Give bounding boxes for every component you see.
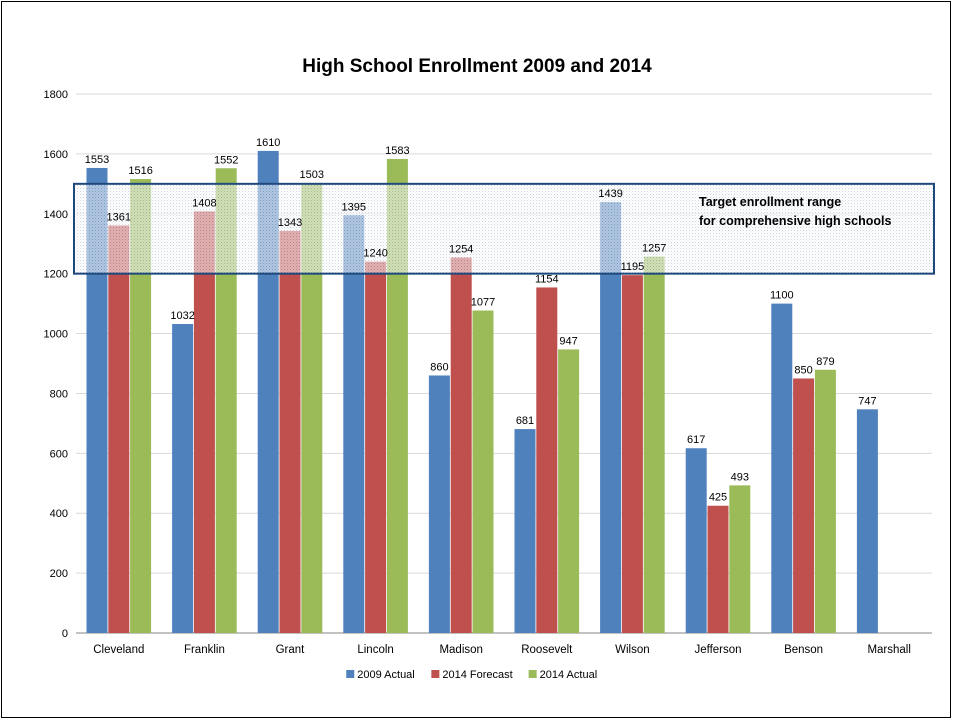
- bar: [343, 215, 365, 633]
- y-axis: 0 200 400 600 800 1000 1200 1400 1600 1800: [44, 89, 68, 640]
- data-label: 850: [794, 364, 812, 376]
- x-tick-label: Marshall: [867, 644, 910, 656]
- x-tick-label: Cleveland: [93, 644, 144, 656]
- y-tick-label: 600: [50, 448, 68, 460]
- y-tick-label: 1000: [44, 329, 68, 341]
- bar: [130, 179, 152, 633]
- data-label: 1553: [85, 154, 109, 166]
- chart-title: High School Enrollment 2009 and 2014: [302, 56, 652, 77]
- bar: [793, 378, 815, 633]
- bar: [428, 375, 450, 633]
- data-label: 425: [709, 492, 727, 504]
- data-label: 1100: [770, 290, 794, 302]
- bar: [514, 429, 536, 633]
- data-label: 1343: [278, 217, 302, 229]
- bar: [558, 349, 580, 633]
- legend-swatch: [528, 670, 537, 678]
- x-tick-label: Wilson: [615, 644, 650, 656]
- data-label: 617: [687, 434, 705, 446]
- data-label: 1032: [170, 310, 194, 322]
- x-tick-label: Lincoln: [357, 644, 393, 656]
- bar: [729, 485, 751, 633]
- bar: [472, 310, 494, 633]
- bar: [365, 261, 387, 633]
- x-axis: Cleveland Franklin Grant Lincoln Madison Roos…: [93, 644, 911, 656]
- data-label: 1154: [535, 273, 559, 285]
- data-label: 1552: [214, 154, 238, 166]
- bar: [86, 167, 108, 634]
- bar: [108, 225, 130, 633]
- target-range-label: Target enrollment range: [699, 195, 841, 209]
- legend-entry: 2009 Actual: [357, 669, 415, 681]
- data-label: 1395: [342, 201, 366, 213]
- y-tick-label: 1200: [44, 269, 68, 281]
- data-label: 1408: [192, 197, 216, 209]
- data-label: 1195: [621, 261, 645, 273]
- y-tick-label: 800: [50, 388, 68, 400]
- target-range-box: [73, 182, 935, 275]
- data-label: 947: [559, 335, 577, 347]
- bar: [215, 168, 237, 634]
- x-tick-label: Jefferson: [694, 644, 741, 656]
- x-tick-label: Roosevelt: [521, 644, 573, 656]
- y-tick-label: 200: [50, 568, 68, 580]
- bar: [621, 275, 643, 633]
- data-label: 1361: [107, 211, 131, 223]
- y-tick-label: 1400: [44, 209, 68, 221]
- bar: [685, 448, 707, 633]
- data-label: 1254: [449, 243, 473, 255]
- y-tick-label: 400: [50, 508, 68, 520]
- bar: [301, 182, 323, 633]
- bar: [643, 256, 665, 633]
- data-label: 1503: [300, 169, 324, 181]
- data-label: 879: [816, 356, 834, 368]
- data-label: 860: [430, 361, 448, 373]
- bar: [450, 257, 472, 633]
- x-tick-label: Grant: [276, 644, 306, 656]
- legend-entry: 2014 Forecast: [442, 669, 512, 681]
- bar: [814, 369, 836, 633]
- data-label: 1516: [128, 165, 152, 177]
- data-labels: 1553 1361 1516 1032 1408 1552 1610 1343 1503 1395…: [85, 137, 877, 504]
- data-label: 1583: [385, 145, 409, 157]
- y-tick-label: 1600: [44, 149, 68, 161]
- data-label: 1257: [642, 243, 666, 255]
- legend-swatch: [431, 670, 440, 678]
- bar: [536, 287, 558, 633]
- y-tick-label: 0: [62, 628, 68, 640]
- data-label: 1610: [256, 137, 280, 149]
- data-label: 493: [731, 471, 749, 483]
- data-label: 1077: [471, 296, 495, 308]
- legend-entry: 2014 Actual: [540, 669, 598, 681]
- bar: [707, 505, 729, 633]
- bar: [856, 409, 878, 633]
- data-label: 1240: [363, 248, 387, 260]
- data-label: 681: [516, 415, 534, 427]
- bar: [600, 202, 622, 634]
- legend-swatch: [346, 670, 355, 678]
- bar: [172, 323, 194, 633]
- data-label: 747: [858, 395, 876, 407]
- bar: [193, 211, 215, 634]
- y-tick-label: 1800: [44, 89, 68, 101]
- target-range-label: for comprehensive high schools: [699, 214, 891, 228]
- bar: [386, 158, 408, 634]
- bars: [86, 150, 878, 634]
- x-tick-label: Madison: [439, 644, 482, 656]
- target-range: Target enrollment range for comprehensive…: [73, 182, 935, 275]
- data-label: 1439: [598, 188, 622, 200]
- bar: [279, 230, 301, 633]
- x-tick-label: Benson: [784, 644, 823, 656]
- legend: 2009 Actual 2014 Forecast 2014 Actual: [346, 669, 597, 681]
- x-tick-label: Franklin: [184, 644, 225, 656]
- bar: [771, 303, 793, 633]
